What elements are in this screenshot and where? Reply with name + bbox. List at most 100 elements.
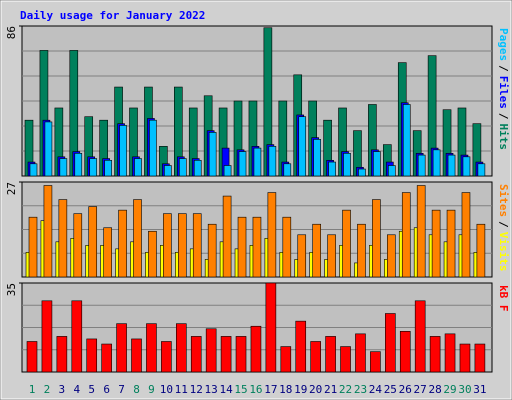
y-tick-label: 35 (5, 283, 18, 296)
bar (220, 336, 232, 373)
bar (476, 223, 486, 278)
bar (163, 213, 172, 278)
legend-entry: Sites (497, 184, 510, 217)
x-tick-label: 13 (205, 383, 218, 396)
legend-entry: Visits (497, 232, 510, 272)
bar (446, 209, 456, 278)
bar (388, 165, 396, 177)
x-tick-label: 3 (59, 383, 66, 396)
bar (208, 132, 217, 177)
x-tick-label: 24 (369, 383, 383, 396)
x-tick-label: 2 (44, 383, 51, 396)
x-tick-label: 19 (294, 383, 307, 396)
bar (149, 119, 157, 177)
bar (116, 323, 127, 373)
x-tick-label: 26 (399, 383, 412, 396)
x-tick-label: 6 (103, 383, 110, 396)
bar (280, 346, 292, 373)
bar (161, 341, 172, 373)
bar (235, 336, 247, 373)
bar (207, 223, 217, 278)
bar (447, 154, 456, 177)
bar (327, 234, 336, 278)
bar (205, 328, 217, 373)
x-tick-label: 22 (339, 383, 352, 396)
bar (267, 192, 277, 278)
bar (103, 227, 112, 278)
x-tick-label: 21 (324, 383, 337, 396)
legend-entry: Files (497, 76, 510, 109)
x-tick-label: 9 (148, 383, 155, 396)
bar (444, 333, 456, 373)
bar (43, 185, 53, 278)
bar (131, 338, 142, 373)
x-tick-label: 4 (73, 383, 80, 396)
x-tick-label: 11 (175, 383, 188, 396)
bar (164, 165, 172, 177)
bar (343, 153, 351, 177)
bar (118, 209, 127, 278)
x-tick-label: 27 (414, 383, 427, 396)
bar (119, 125, 127, 177)
legend-entry: kB F (497, 285, 510, 312)
legend-separator: / (497, 65, 510, 72)
x-tick-label: 10 (160, 383, 173, 396)
bar (222, 195, 232, 278)
bar (179, 158, 187, 177)
bar (357, 223, 366, 278)
bar (385, 313, 396, 373)
bar (71, 300, 83, 373)
bar (133, 199, 142, 278)
bar (104, 160, 112, 177)
chart-title: Daily usage for January 2022 (20, 9, 205, 22)
x-tick-label: 20 (309, 383, 322, 396)
bar (59, 158, 68, 177)
bar (387, 234, 396, 278)
bar (297, 234, 307, 278)
x-tick-label: 29 (443, 383, 456, 396)
x-tick-label: 7 (118, 383, 125, 396)
bar (459, 343, 471, 373)
bar (474, 343, 486, 373)
bar (325, 336, 336, 373)
bar (402, 104, 411, 177)
x-tick-label: 14 (219, 383, 233, 396)
x-tick-label: 17 (264, 383, 277, 396)
bar (58, 199, 68, 278)
legend-separator: / (497, 221, 510, 228)
bar (399, 331, 411, 373)
x-tick-label: 31 (473, 383, 486, 396)
bar (328, 161, 336, 177)
bar (178, 213, 187, 278)
bar (295, 320, 307, 373)
bar (190, 336, 202, 373)
bar (265, 282, 277, 373)
bar (298, 116, 307, 177)
bar (313, 139, 321, 177)
bar (88, 206, 98, 278)
bar (429, 336, 441, 373)
bar (101, 343, 112, 373)
bar (401, 192, 411, 278)
bar (372, 199, 381, 278)
bar (28, 216, 38, 278)
bar (358, 168, 366, 177)
legend-entry: Hits (497, 124, 510, 151)
x-tick-label: 30 (458, 383, 471, 396)
bar (431, 209, 441, 278)
x-tick-label: 16 (249, 383, 262, 396)
bar (461, 192, 471, 278)
bar (74, 153, 83, 177)
bar (462, 156, 471, 177)
bar (355, 333, 366, 373)
bar (253, 147, 262, 177)
bar (414, 300, 426, 373)
x-tick-label: 25 (384, 383, 397, 396)
bar (56, 336, 68, 373)
x-tick-label: 23 (354, 383, 367, 396)
bar (193, 160, 202, 177)
bar (373, 151, 381, 177)
bar (237, 216, 247, 278)
